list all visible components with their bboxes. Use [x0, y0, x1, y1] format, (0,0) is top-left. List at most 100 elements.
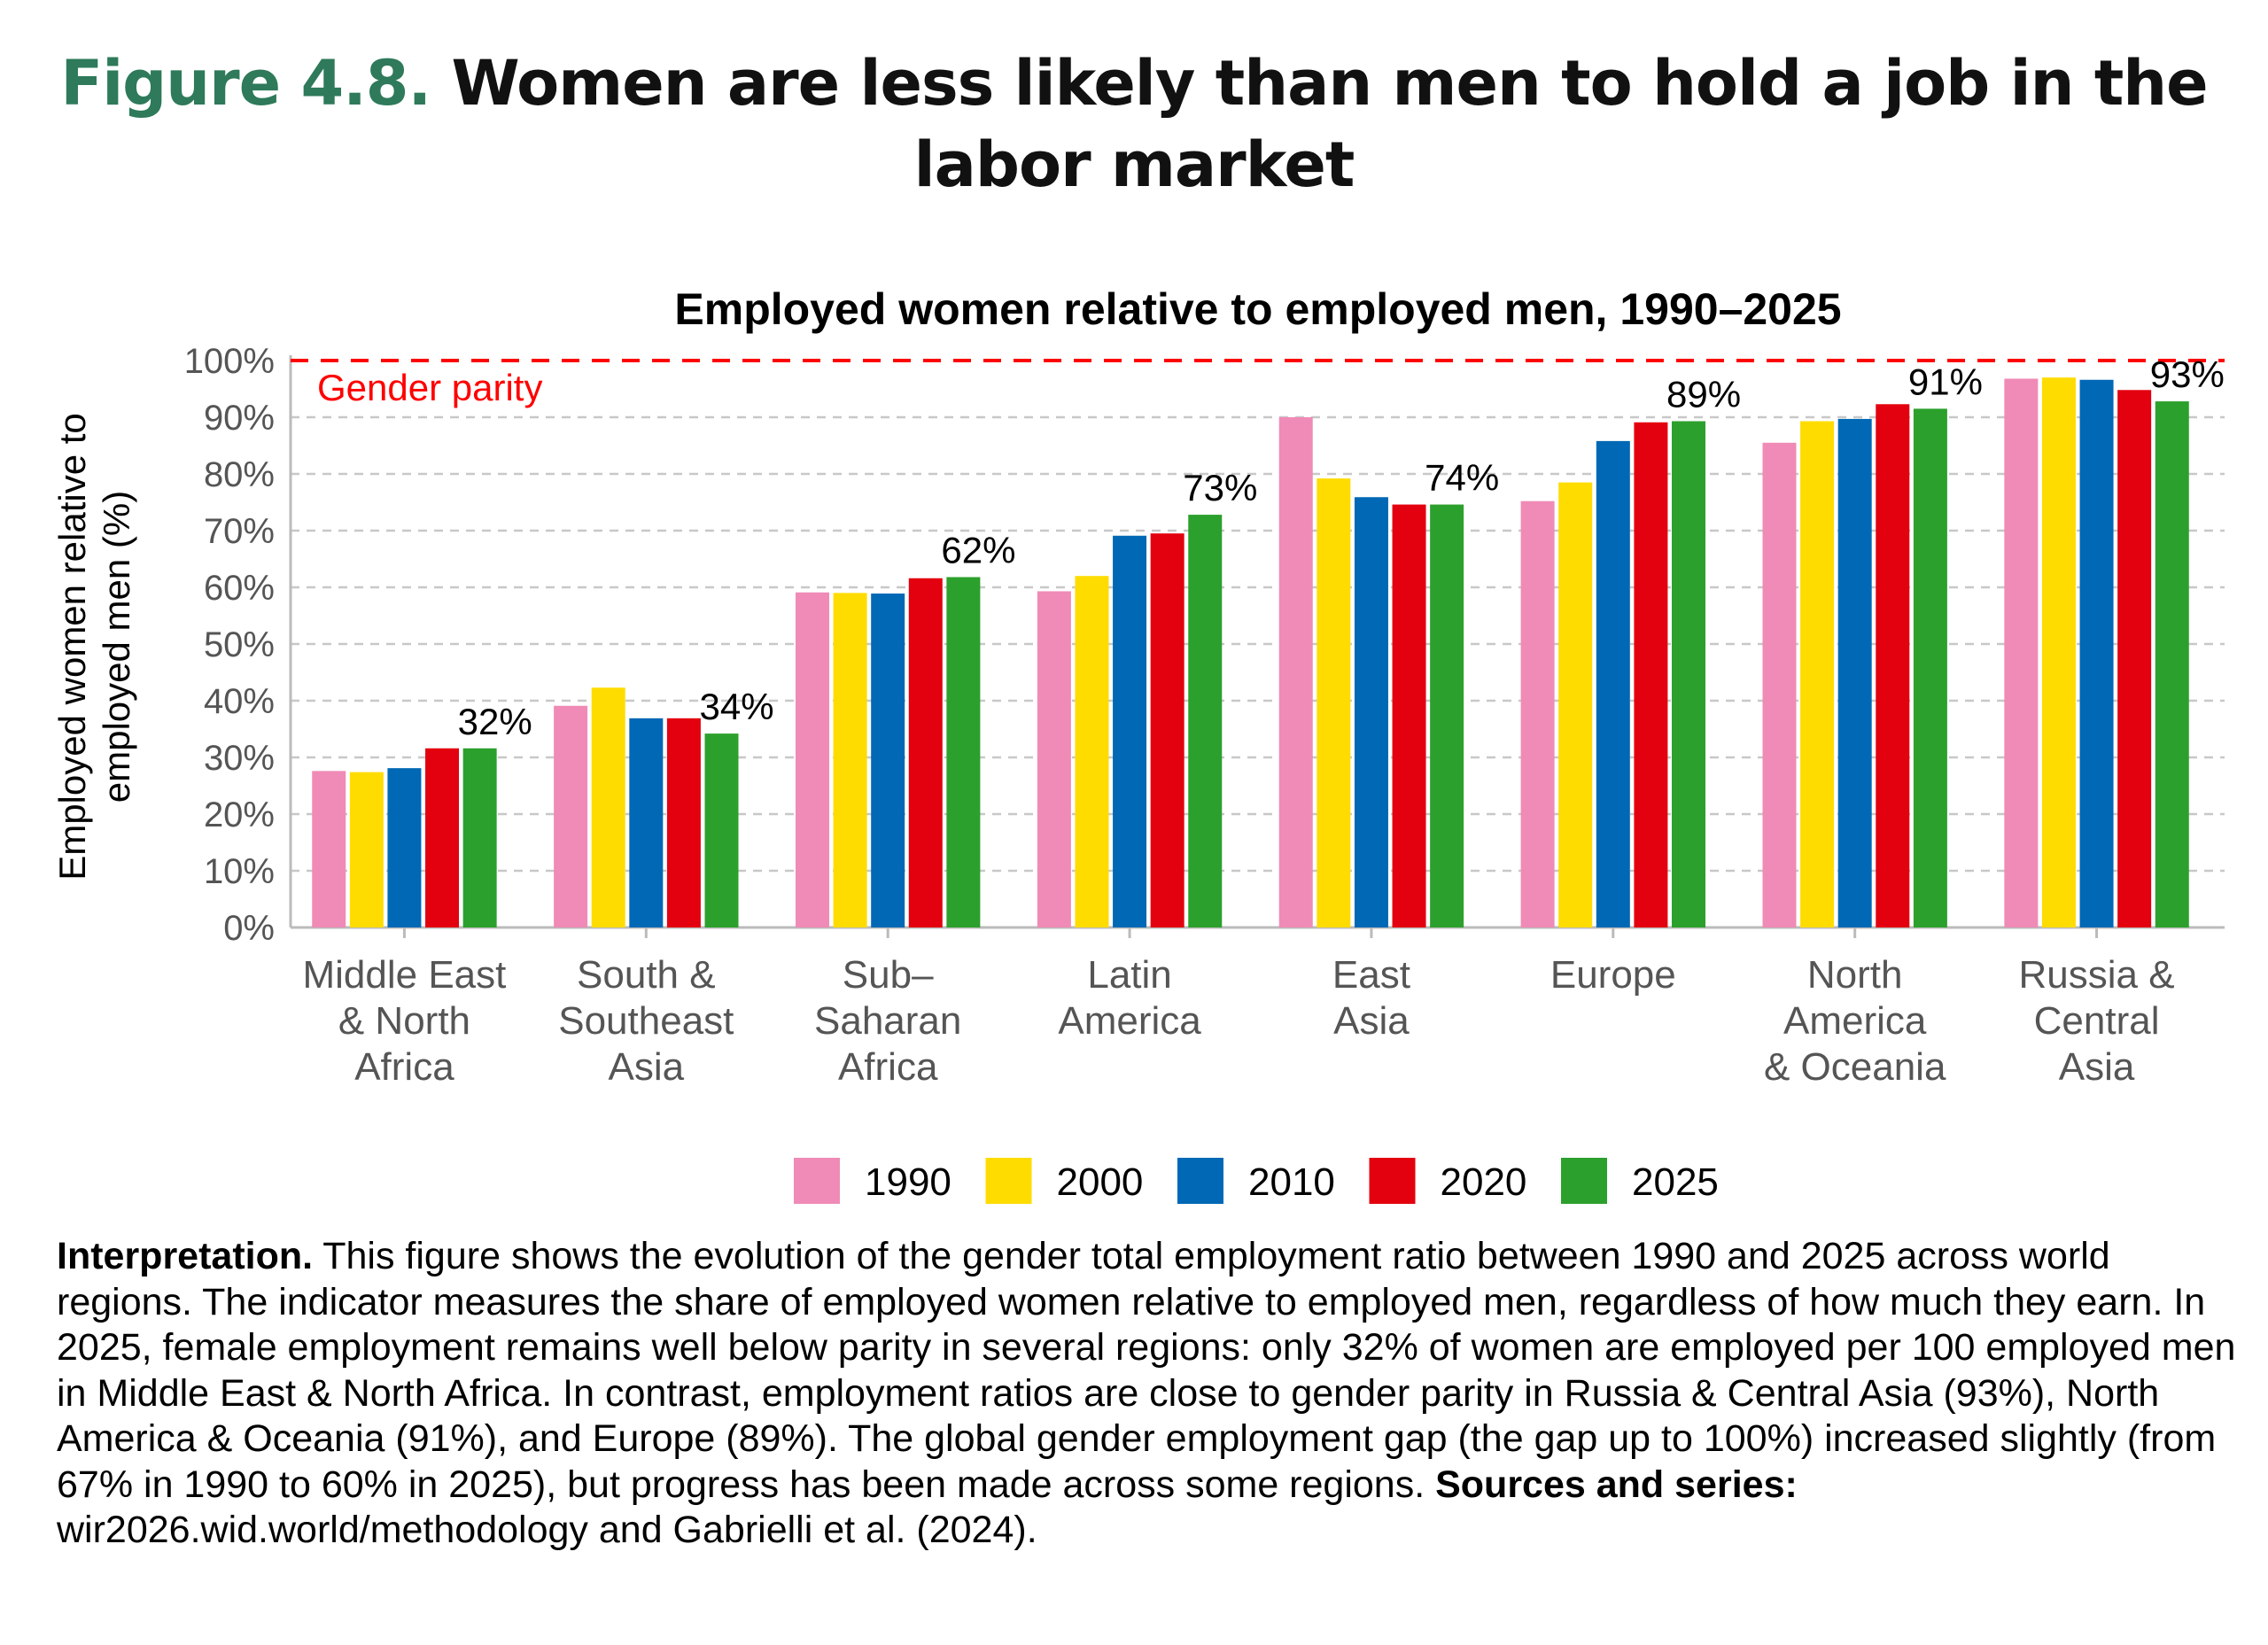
y-tick-label: 30%: [204, 739, 275, 778]
bar-2025: [462, 748, 497, 927]
y-tick-label: 10%: [204, 852, 275, 891]
bar-1990: [1762, 442, 1797, 927]
bar-2020: [908, 578, 943, 927]
bar-2010: [1113, 535, 1147, 927]
bar-2010: [629, 718, 664, 927]
interpretation-body: This figure shows the evolution of the g…: [57, 1235, 2236, 1506]
legend-label: 2000: [1057, 1160, 1144, 1204]
figure-number: Figure 4.8.: [60, 47, 431, 120]
chart-title: Employed women relative to employed men,…: [674, 284, 1841, 334]
bar-1990: [795, 592, 829, 927]
x-category-label: Asia: [609, 1045, 685, 1089]
sources-text: wir2026.wid.world/methodology and Gabrie…: [57, 1509, 1037, 1551]
x-category-label: & Oceania: [1764, 1045, 1946, 1089]
bar-2020: [1392, 504, 1426, 927]
y-axis-label-line: employed men (%): [96, 491, 137, 803]
bar-2000: [591, 687, 625, 927]
y-tick-label: 80%: [204, 455, 275, 494]
bar-2025: [1672, 421, 1706, 928]
x-category-label: Asia: [1333, 999, 1410, 1043]
x-category-label: North: [1807, 953, 1903, 997]
x-category-label: Russia &: [2019, 953, 2175, 997]
x-category-label: Latin: [1087, 953, 1171, 997]
bar-2020: [425, 748, 460, 927]
y-tick-label: 90%: [204, 399, 275, 438]
data-label: 91%: [1908, 361, 1983, 402]
bar-2010: [871, 594, 905, 927]
bar-2025: [946, 577, 981, 927]
figure-title: Figure 4.8. Women are less likely than m…: [0, 43, 2268, 206]
x-category-label: America: [1058, 999, 1201, 1043]
y-tick-label: 20%: [204, 795, 275, 834]
interpretation-text: Interpretation. This figure shows the ev…: [57, 1234, 2236, 1554]
bar-2025: [2155, 401, 2189, 928]
figure-title-text: Women are less likely than men to hold a…: [451, 47, 2208, 201]
sources-lead: Sources and series:: [1435, 1463, 1798, 1506]
y-tick-label: 0%: [223, 909, 275, 948]
bar-2020: [666, 718, 701, 927]
x-category-label: Africa: [354, 1045, 454, 1089]
legend-label: 2010: [1248, 1160, 1335, 1204]
x-category-label: Central: [2034, 999, 2160, 1043]
legend-item-2000: 2000: [985, 1158, 1144, 1204]
bar-1990: [554, 705, 588, 927]
bar-2010: [387, 768, 422, 927]
y-tick-label: 40%: [204, 682, 275, 721]
y-axis-label: Employed women relative to employed men …: [51, 413, 137, 881]
legend-item-2025: 2025: [1561, 1158, 1719, 1204]
bar-2010: [1596, 440, 1630, 927]
x-category-label: Saharan: [814, 999, 961, 1043]
bar-2000: [833, 593, 867, 927]
x-category-label: South &: [577, 953, 716, 997]
bar-2000: [1800, 421, 1835, 928]
legend-label: 2025: [1632, 1160, 1719, 1204]
y-tick-label: 50%: [204, 625, 275, 664]
bar-1990: [312, 771, 346, 927]
x-category-label: Middle East: [302, 953, 506, 997]
legend-swatch: [794, 1158, 840, 1204]
bar-2000: [1317, 478, 1351, 927]
bar-2010: [1837, 418, 1872, 927]
bar-1990: [1520, 500, 1555, 927]
legend-swatch: [985, 1158, 1032, 1204]
data-label: 62%: [941, 529, 1015, 570]
legend-swatch: [1177, 1158, 1223, 1204]
bar-1990: [2004, 378, 2039, 928]
legend-item-2020: 2020: [1369, 1158, 1527, 1204]
x-category-label: East: [1332, 953, 1410, 997]
y-tick-label: 60%: [204, 569, 275, 608]
bar-2010: [2079, 379, 2114, 927]
data-label: 34%: [700, 686, 774, 727]
legend-label: 1990: [865, 1160, 951, 1204]
legend-item-2010: 2010: [1177, 1158, 1335, 1204]
y-axis-label-line: Employed women relative to: [51, 413, 93, 881]
x-category-label: & North: [338, 999, 470, 1043]
bar-2000: [2041, 377, 2076, 927]
legend-swatch: [1561, 1158, 1607, 1204]
data-label: 89%: [1666, 373, 1741, 415]
x-category-label: America: [1783, 999, 1927, 1043]
bar-2000: [1075, 576, 1109, 927]
bar-2000: [349, 772, 384, 927]
data-label: 74%: [1425, 457, 1499, 499]
x-category-label: Africa: [838, 1045, 938, 1089]
bar-2020: [2117, 390, 2152, 927]
bar-2025: [704, 733, 739, 927]
bar-1990: [1278, 417, 1313, 927]
bar-2025: [1913, 408, 1947, 927]
data-label: 73%: [1183, 467, 1257, 508]
y-tick-label: 70%: [204, 512, 275, 551]
data-label: 93%: [2150, 353, 2225, 395]
gender-parity-label: Gender parity: [317, 367, 542, 408]
bar-2020: [1634, 422, 1668, 927]
y-tick-label: 100%: [184, 342, 275, 381]
legend-item-1990: 1990: [794, 1158, 951, 1204]
bar-2010: [1354, 497, 1388, 927]
data-label: 32%: [458, 701, 532, 742]
x-category-label: Sub–: [843, 953, 934, 997]
x-category-label: Europe: [1550, 953, 1676, 997]
legend-label: 2020: [1441, 1160, 1527, 1204]
x-category-label: Southeast: [558, 999, 734, 1043]
x-category-label: Asia: [2059, 1045, 2135, 1089]
bar-2020: [1150, 533, 1184, 927]
